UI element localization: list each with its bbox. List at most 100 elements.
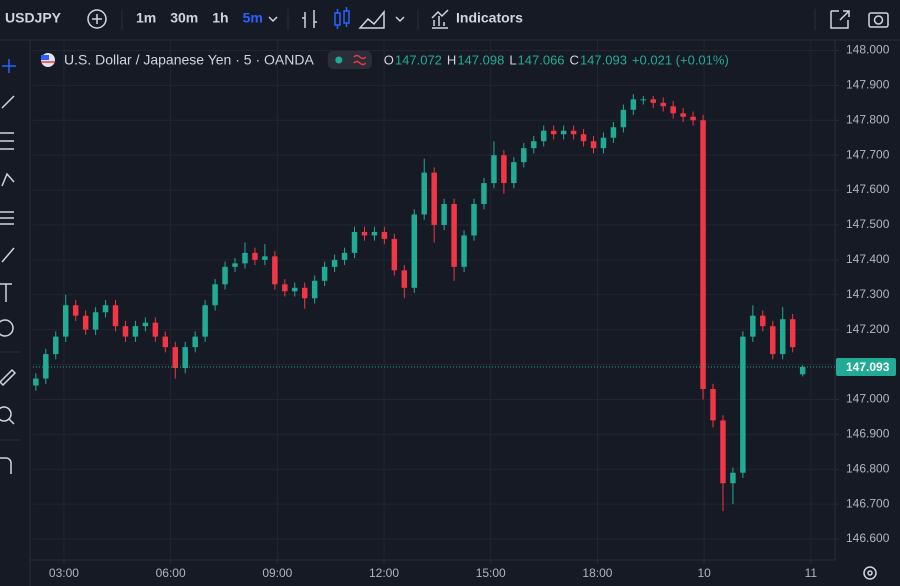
last-price-label: 147.093 xyxy=(846,360,890,374)
candle-body xyxy=(182,347,188,369)
ohlc-values: O 147.072 H 147.098 L 147.066 C 147.093 +0.021 (… xyxy=(384,52,729,67)
brush-tool[interactable] xyxy=(1,247,15,263)
interval-dropdown[interactable] xyxy=(268,16,278,23)
candle-body xyxy=(331,259,338,267)
candle-body xyxy=(112,305,119,327)
x-tick-label: 15:00 xyxy=(476,566,506,580)
candle-body xyxy=(441,204,447,225)
candle-body xyxy=(610,127,617,138)
symbol[interactable]: USDJPY xyxy=(5,10,62,26)
candle-body xyxy=(501,155,507,184)
candle-body xyxy=(710,388,716,421)
trend-line-tool[interactable] xyxy=(1,95,15,109)
y-tick-label: 147.500 xyxy=(846,217,890,231)
candle-body xyxy=(650,99,656,103)
candle-body xyxy=(33,378,39,386)
candle-body xyxy=(760,315,766,327)
candle-body xyxy=(321,266,328,281)
candle-body xyxy=(282,284,288,292)
candle-body xyxy=(192,336,198,348)
y-tick-label: 147.600 xyxy=(846,182,890,196)
drawing-tools xyxy=(0,59,20,474)
candle-body xyxy=(730,472,736,484)
last-price-tag xyxy=(836,358,896,377)
y-tick-label: 146.900 xyxy=(846,427,890,441)
forecast-tool[interactable] xyxy=(0,211,14,225)
add-symbol-button[interactable] xyxy=(87,9,107,29)
candle-body xyxy=(292,287,298,292)
snapshot-button[interactable] xyxy=(868,12,889,28)
candle-body xyxy=(540,130,547,142)
indicators-button[interactable]: Indicators xyxy=(456,10,523,26)
candle-body xyxy=(202,305,208,337)
settings-button[interactable] xyxy=(863,566,877,580)
publish-button[interactable] xyxy=(830,10,850,29)
candle-style[interactable] xyxy=(334,7,350,29)
indicators-icon[interactable] xyxy=(431,9,449,29)
candle-body xyxy=(491,155,497,184)
zoom-tool[interactable] xyxy=(0,406,12,422)
candle-body xyxy=(799,367,806,375)
candle-body xyxy=(232,263,238,267)
ohlc-key: L xyxy=(509,52,516,67)
candle-body xyxy=(82,315,89,330)
interval-button[interactable]: 1m xyxy=(136,10,156,26)
bars-style[interactable] xyxy=(302,10,317,28)
interval-button[interactable]: 5m xyxy=(243,10,263,26)
ohlc-value: 147.072 xyxy=(395,52,442,67)
candle-body xyxy=(43,354,49,379)
style-dropdown[interactable] xyxy=(395,16,405,23)
candle-body xyxy=(770,326,776,355)
candle-body xyxy=(720,420,726,484)
y-tick-label: 147.400 xyxy=(846,252,890,266)
candles xyxy=(33,94,806,512)
market-open-dot xyxy=(335,56,343,64)
candle-body xyxy=(72,305,79,316)
candle-body xyxy=(550,130,557,135)
magnet-tool[interactable] xyxy=(0,457,12,474)
candle-body xyxy=(272,256,278,285)
candle-body xyxy=(421,172,427,215)
candle-body xyxy=(212,284,218,306)
icon-tool[interactable] xyxy=(0,319,14,337)
ohlc-key: O xyxy=(384,52,394,67)
crosshair-tool[interactable] xyxy=(2,59,16,73)
candle-body xyxy=(401,270,408,288)
candle-body xyxy=(630,99,637,110)
candle-body xyxy=(740,336,746,473)
candle-body xyxy=(560,130,567,135)
x-tick-label: 09:00 xyxy=(262,566,292,580)
candle-body xyxy=(660,102,666,107)
pattern-tool[interactable] xyxy=(1,172,15,187)
y-tick-label: 147.300 xyxy=(846,287,890,301)
y-tick-label: 147.000 xyxy=(846,392,890,406)
y-tick-label: 147.200 xyxy=(846,322,890,336)
x-tick-label: 12:00 xyxy=(369,566,399,580)
measure-tool[interactable] xyxy=(0,368,17,387)
candle-body xyxy=(451,204,457,267)
candle-body xyxy=(570,130,577,135)
candle-body xyxy=(351,231,358,253)
candle-body xyxy=(600,137,607,149)
candle-body xyxy=(242,252,248,264)
fib-tool[interactable] xyxy=(0,132,14,150)
candle-body xyxy=(361,231,368,236)
candle-body xyxy=(690,116,696,121)
interval-button[interactable]: 30m xyxy=(170,10,198,26)
interval-group: 1m 30m 1h 5m xyxy=(136,10,263,26)
candle-body xyxy=(531,141,537,149)
candle-body xyxy=(102,305,109,313)
candle-body xyxy=(132,326,139,337)
ohlc-value: 147.098 xyxy=(457,52,504,67)
text-tool[interactable] xyxy=(0,283,12,302)
ohlc-value: 147.066 xyxy=(518,52,565,67)
candle-body xyxy=(411,214,417,288)
candle-body xyxy=(521,148,527,163)
candle-body xyxy=(750,315,756,337)
area-style[interactable] xyxy=(358,9,385,29)
candle-body xyxy=(152,322,159,337)
y-tick-label: 147.700 xyxy=(846,147,890,161)
interval-button[interactable]: 1h xyxy=(212,10,228,26)
candle-body xyxy=(620,109,627,128)
